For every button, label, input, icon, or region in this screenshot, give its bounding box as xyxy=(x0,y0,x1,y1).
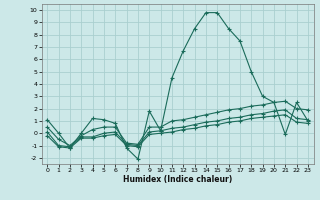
X-axis label: Humidex (Indice chaleur): Humidex (Indice chaleur) xyxy=(123,175,232,184)
